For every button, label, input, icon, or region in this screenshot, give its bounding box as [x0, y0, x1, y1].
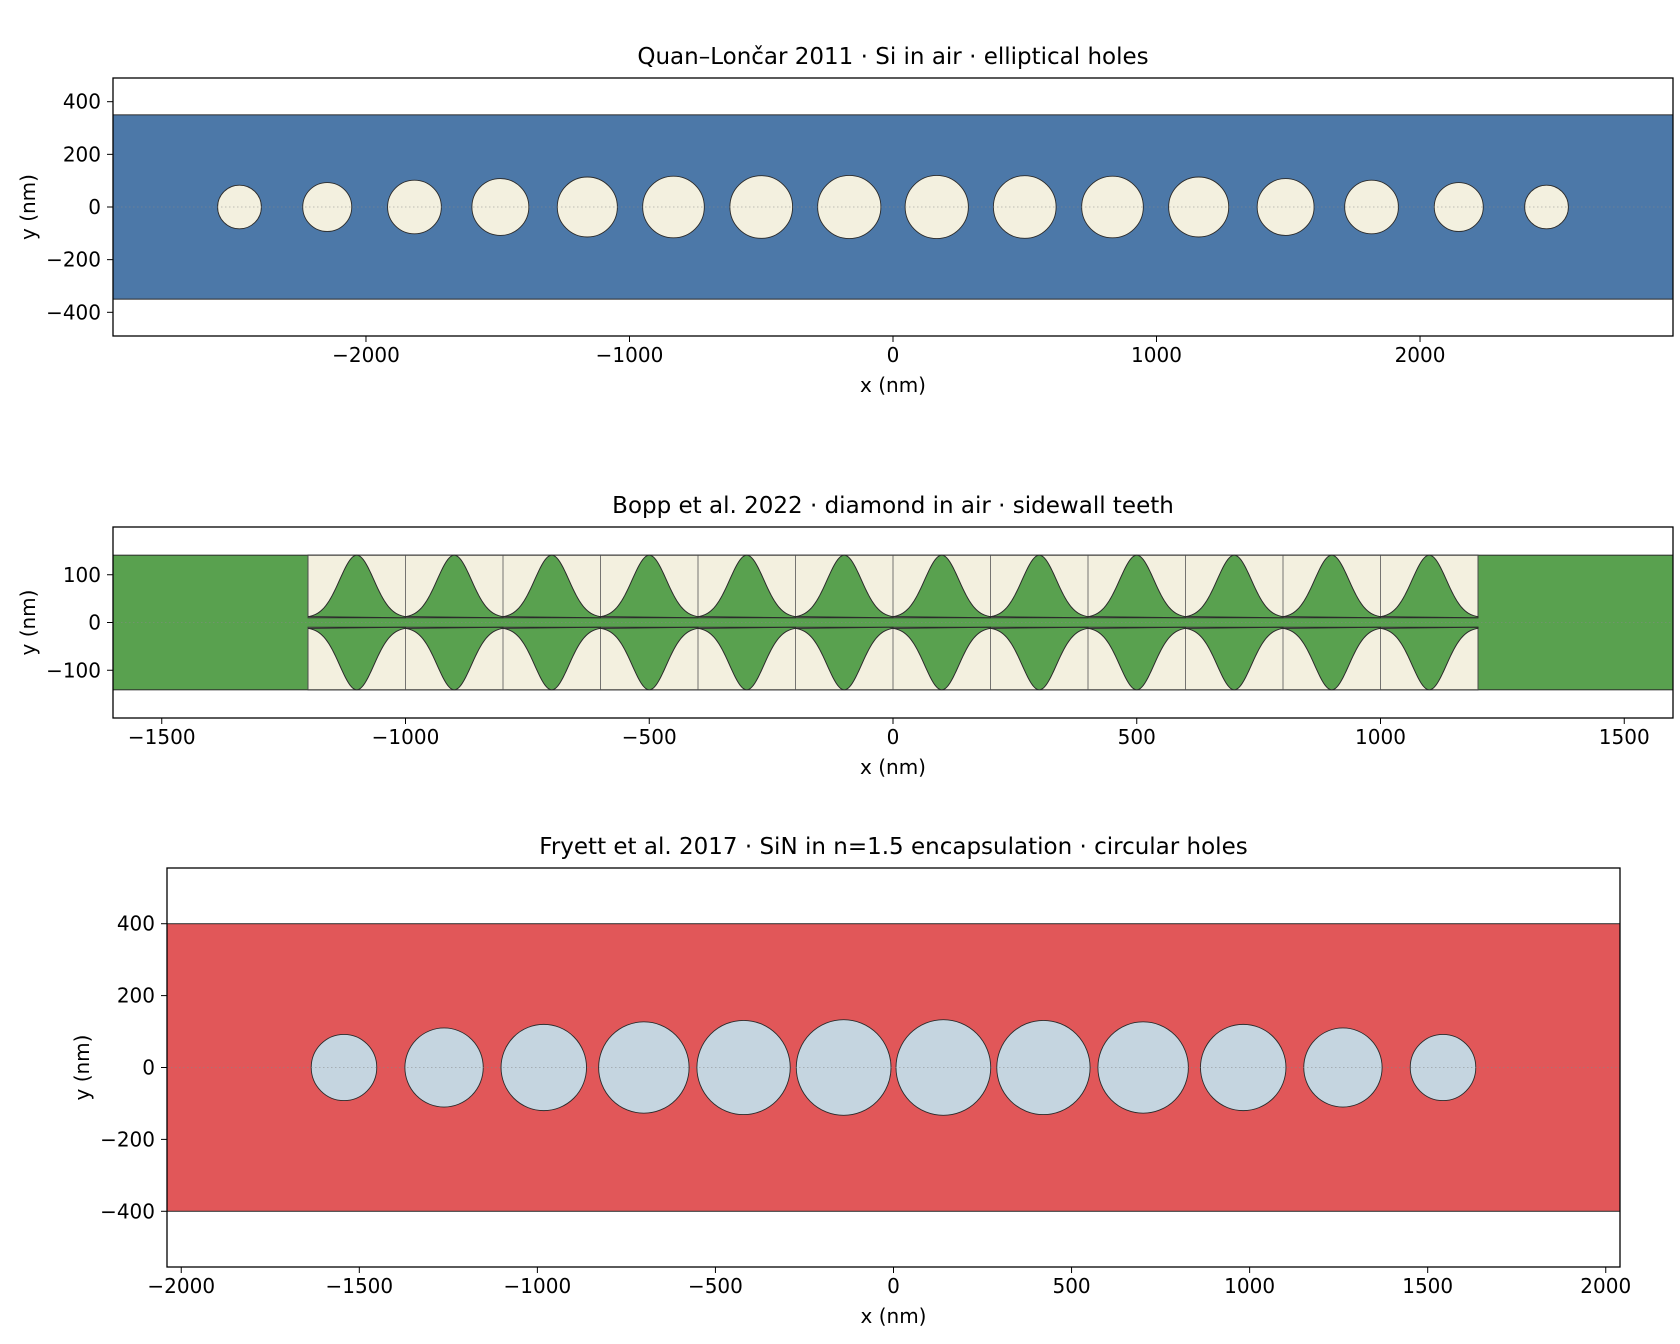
y-tick-label: −400 — [46, 300, 101, 324]
x-tick-label: −1000 — [372, 725, 440, 749]
tooth-upper-11 — [1282, 554, 1381, 619]
x-tick-label: −1000 — [596, 343, 664, 367]
hole-10 — [992, 175, 1057, 239]
tooth-upper-12 — [1380, 554, 1479, 619]
tooth-upper-10 — [1185, 554, 1284, 619]
plot-area — [167, 923, 1620, 1212]
y-tick-label: 0 — [142, 1056, 155, 1080]
x-tick-label: 1500 — [1599, 725, 1650, 749]
tooth-upper-7 — [892, 554, 991, 619]
hole-1 — [217, 184, 262, 230]
y-tick-label: 0 — [88, 195, 101, 219]
x-tick-label: −2000 — [147, 1274, 215, 1298]
hole-16 — [1524, 184, 1569, 230]
tooth-lower-12 — [1380, 626, 1479, 691]
hole-2 — [302, 182, 353, 232]
x-tick-label: 2000 — [1580, 1274, 1631, 1298]
x-tick-label: 500 — [1052, 1274, 1090, 1298]
panel-1: −2000 −1000 0 1000 2000−400−2000200400Quan–L… — [16, 44, 1674, 397]
x-tick-label: 2000 — [1395, 343, 1446, 367]
x-tick-label: 1000 — [1355, 725, 1406, 749]
y-tick-label: 400 — [117, 912, 155, 936]
x-tick-label: 0 — [887, 725, 900, 749]
tooth-upper-1 — [307, 554, 406, 619]
tooth-lower-4 — [600, 626, 699, 691]
panel-title: Quan–Lončar 2011 · Si in air · elliptica… — [637, 44, 1148, 70]
x-tick-label: 1000 — [1131, 343, 1182, 367]
x-tick-label: −1500 — [325, 1274, 393, 1298]
tooth-lower-2 — [405, 626, 504, 691]
y-axis-label: y (nm) — [16, 174, 40, 240]
tooth-upper-6 — [795, 554, 894, 619]
tooth-lower-9 — [1087, 626, 1186, 691]
x-tick-label: −2000 — [332, 343, 400, 367]
tooth-lower-1 — [307, 626, 406, 691]
hole-12 — [1168, 176, 1230, 238]
y-tick-label: −200 — [46, 248, 101, 272]
x-axis-label: x (nm) — [861, 1304, 927, 1328]
tooth-lower-5 — [697, 626, 796, 691]
hole-9 — [904, 174, 969, 240]
x-tick-label: 0 — [887, 1274, 900, 1298]
plot-area — [113, 554, 1673, 691]
y-axis-label: y (nm) — [70, 1035, 94, 1101]
x-tick-label: −500 — [688, 1274, 743, 1298]
x-tick-label: −1500 — [128, 725, 196, 749]
x-axis-label: x (nm) — [860, 373, 926, 397]
y-tick-label: 200 — [63, 142, 101, 166]
y-tick-label: −100 — [46, 658, 101, 682]
tooth-upper-9 — [1087, 554, 1186, 619]
x-axis-label: x (nm) — [860, 755, 926, 779]
plot-area — [113, 114, 1673, 300]
y-tick-label: 100 — [63, 563, 101, 587]
tooth-lower-11 — [1282, 626, 1381, 691]
x-tick-label: −500 — [622, 725, 677, 749]
x-tick-label: 500 — [1118, 725, 1156, 749]
x-tick-label: −1000 — [504, 1274, 572, 1298]
hole-4 — [471, 178, 530, 236]
y-tick-label: −400 — [100, 1199, 155, 1223]
tooth-lower-7 — [892, 626, 991, 691]
tooth-upper-5 — [697, 554, 796, 619]
y-tick-label: 0 — [88, 611, 101, 635]
tooth-upper-8 — [990, 554, 1089, 619]
panel-title: Fryett et al. 2017 · SiN in n=1.5 encaps… — [539, 834, 1247, 860]
panel-3: −2000 −1500 −1000 −500 0 500 1000 1500 2000−400−… — [70, 834, 1631, 1328]
x-tick-label: 0 — [887, 343, 900, 367]
panel-title: Bopp et al. 2022 · diamond in air · side… — [612, 493, 1174, 519]
x-tick-label: 1000 — [1224, 1274, 1275, 1298]
x-tick-label: 1500 — [1402, 1274, 1453, 1298]
tooth-lower-8 — [990, 626, 1089, 691]
y-tick-label: 200 — [117, 984, 155, 1008]
waveguide-slab — [167, 923, 1620, 1212]
tooth-upper-4 — [600, 554, 699, 619]
y-axis-label: y (nm) — [16, 590, 40, 656]
tooth-lower-6 — [795, 626, 894, 691]
tooth-upper-2 — [405, 554, 504, 619]
y-tick-label: −200 — [100, 1127, 155, 1151]
tooth-upper-3 — [502, 554, 601, 619]
tooth-lower-3 — [502, 626, 601, 691]
y-tick-label: 400 — [63, 90, 101, 114]
tooth-lower-10 — [1185, 626, 1284, 691]
